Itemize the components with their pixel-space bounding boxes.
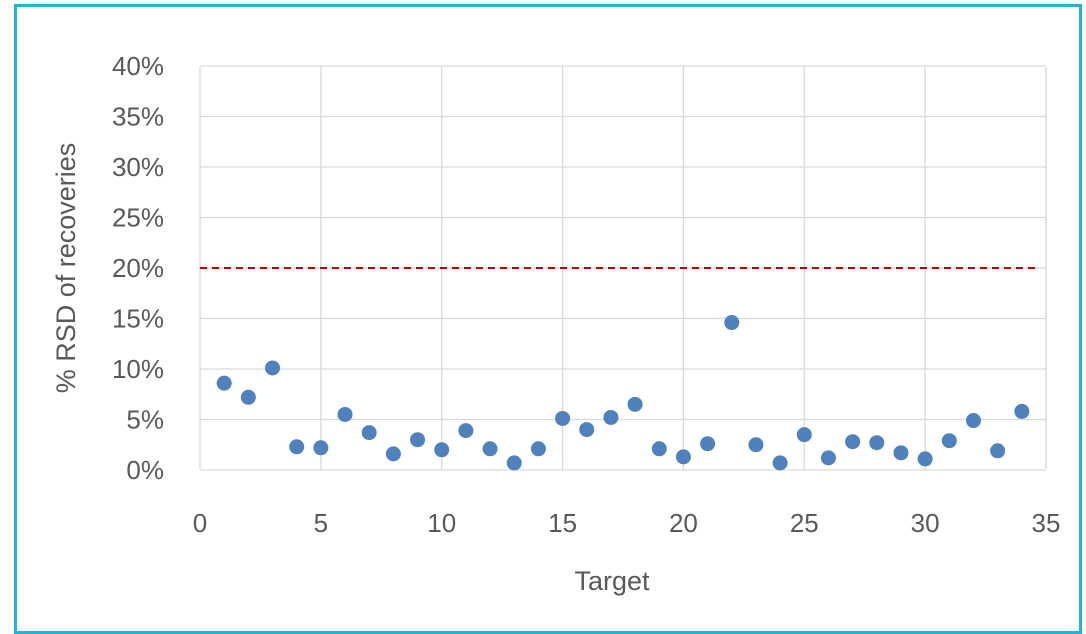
data-point bbox=[265, 360, 281, 376]
y-tick-label: 5% bbox=[126, 405, 164, 435]
y-tick-label: 30% bbox=[112, 152, 164, 182]
data-point bbox=[603, 409, 619, 425]
y-tick-label: 35% bbox=[112, 102, 164, 132]
data-point bbox=[530, 441, 546, 457]
data-point bbox=[700, 436, 716, 452]
data-point bbox=[724, 315, 740, 331]
data-point bbox=[772, 455, 788, 471]
data-point bbox=[313, 440, 329, 456]
data-point bbox=[240, 389, 256, 405]
data-point bbox=[893, 445, 909, 461]
data-point bbox=[410, 432, 426, 448]
data-point bbox=[941, 433, 957, 449]
data-point bbox=[627, 396, 643, 412]
scatter-chart: 0 5 10 15 20 25 30 35 0% 5% 10% 15% 20% 25% 30% 35% 40%… bbox=[51, 51, 1061, 596]
y-tick-labels: 0% 5% 10% 15% 20% 25% 30% 35% 40% bbox=[112, 51, 164, 485]
data-point bbox=[555, 410, 571, 426]
x-tick-label: 35 bbox=[1032, 508, 1061, 538]
x-tick-label: 20 bbox=[669, 508, 698, 538]
data-point bbox=[917, 451, 933, 467]
y-tick-label: 0% bbox=[126, 455, 164, 485]
data-point bbox=[651, 441, 667, 457]
data-point bbox=[796, 427, 812, 443]
data-point bbox=[458, 423, 474, 439]
data-point bbox=[289, 439, 305, 455]
data-point bbox=[990, 443, 1006, 459]
x-tick-label: 0 bbox=[193, 508, 207, 538]
x-tick-label: 30 bbox=[911, 508, 940, 538]
data-point bbox=[337, 406, 353, 422]
x-tick-label: 10 bbox=[427, 508, 456, 538]
y-tick-label: 10% bbox=[112, 354, 164, 384]
data-point bbox=[869, 435, 885, 451]
y-tick-label: 25% bbox=[112, 203, 164, 233]
data-point bbox=[845, 434, 861, 450]
y-tick-label: 20% bbox=[112, 253, 164, 283]
y-tick-label: 40% bbox=[112, 51, 164, 81]
x-axis-title: Target bbox=[574, 566, 650, 596]
data-point bbox=[820, 450, 836, 466]
x-tick-label: 25 bbox=[790, 508, 819, 538]
data-point bbox=[965, 413, 981, 429]
data-point bbox=[216, 375, 232, 391]
data-point bbox=[1014, 403, 1030, 419]
data-points bbox=[216, 315, 1030, 471]
data-point bbox=[506, 455, 522, 471]
data-point bbox=[361, 425, 377, 441]
x-tick-label: 15 bbox=[548, 508, 577, 538]
data-point bbox=[482, 441, 498, 457]
data-point bbox=[748, 437, 764, 453]
data-point bbox=[579, 422, 595, 438]
x-tick-label: 5 bbox=[314, 508, 328, 538]
data-point bbox=[385, 446, 401, 462]
x-tick-labels: 0 5 10 15 20 25 30 35 bbox=[193, 508, 1061, 538]
data-point bbox=[434, 442, 450, 458]
data-point bbox=[675, 449, 691, 465]
y-axis-title: % RSD of recoveries bbox=[51, 143, 81, 394]
y-tick-label: 15% bbox=[112, 304, 164, 334]
